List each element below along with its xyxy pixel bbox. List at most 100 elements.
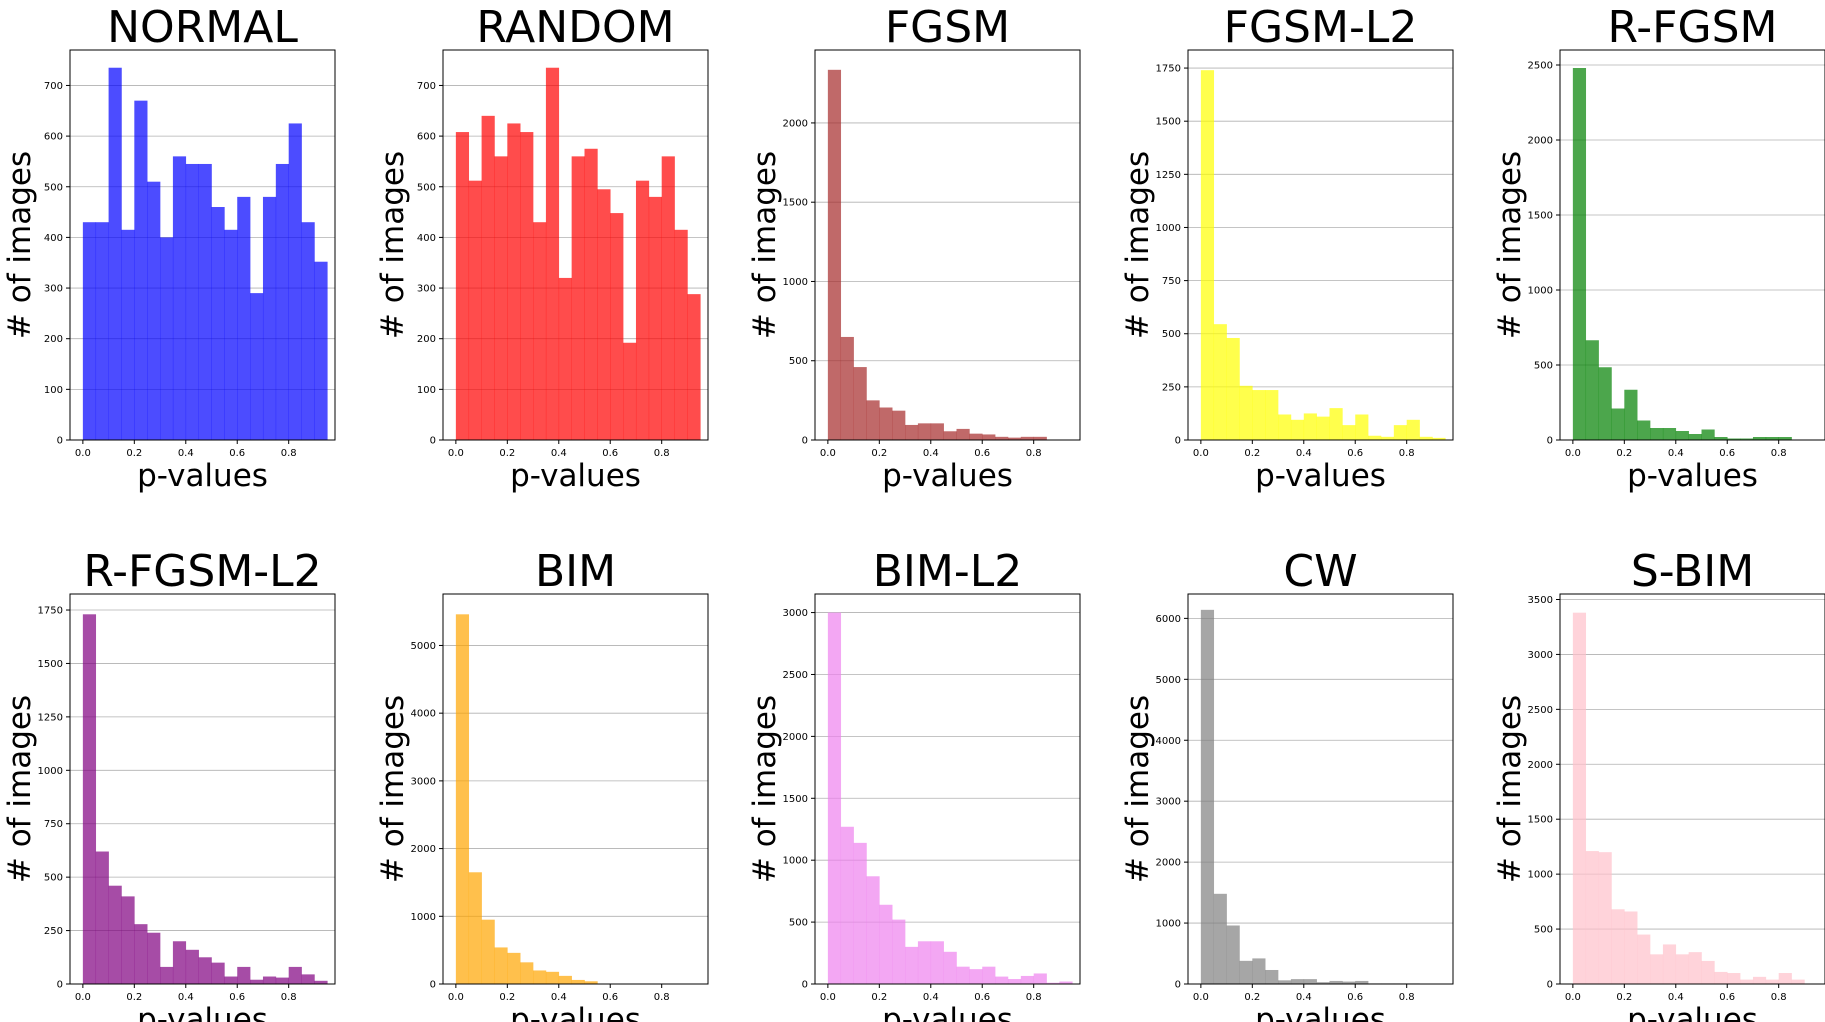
y-tick-label: 500 bbox=[44, 873, 63, 884]
histogram-bar bbox=[1303, 979, 1317, 984]
histogram-bar bbox=[905, 424, 919, 440]
x-axis-label: p-values bbox=[1255, 458, 1386, 494]
x-tick-label: 0.4 bbox=[551, 992, 567, 1003]
y-tick-label: 1500 bbox=[38, 659, 63, 670]
x-tick-label: 0.8 bbox=[1771, 992, 1787, 1003]
histogram-bar bbox=[1637, 420, 1651, 440]
histogram-panel-4: 0 250 500 750 1000 1250 1500 1750 0.0 0.2 0.4 0.6 0.… bbox=[1120, 2, 1454, 494]
y-axis-label: # of images bbox=[1492, 151, 1528, 339]
y-tick-label: 2500 bbox=[783, 670, 808, 681]
y-tick-label: 2000 bbox=[1528, 136, 1553, 147]
y-tick-label: 3000 bbox=[411, 776, 436, 787]
y-tick-label: 500 bbox=[1534, 361, 1553, 372]
y-tick-label: 2000 bbox=[411, 844, 436, 855]
y-tick-label: 0 bbox=[1175, 980, 1181, 991]
y-axis-label: # of images bbox=[375, 695, 411, 883]
histogram-bar bbox=[160, 237, 174, 440]
histogram-bar bbox=[956, 966, 970, 984]
x-tick-label: 0.4 bbox=[1668, 992, 1684, 1003]
y-tick-label: 750 bbox=[1162, 276, 1181, 287]
y-tick-label: 1000 bbox=[1528, 286, 1553, 297]
y-tick-label: 4000 bbox=[411, 709, 436, 720]
y-tick-label: 500 bbox=[44, 182, 63, 193]
histogram-bar bbox=[1675, 954, 1689, 984]
histogram-bar bbox=[121, 229, 135, 440]
x-tick-label: 0.6 bbox=[974, 448, 990, 459]
histogram-bar bbox=[533, 970, 547, 984]
histogram-bar bbox=[545, 971, 560, 984]
histogram-bar bbox=[1598, 852, 1612, 984]
histogram-bar bbox=[1727, 438, 1741, 440]
histogram-bar bbox=[969, 969, 983, 984]
histogram-bar bbox=[185, 163, 199, 440]
histogram-bar bbox=[866, 876, 880, 984]
y-tick-label: 750 bbox=[44, 819, 63, 830]
plot-frame bbox=[1187, 49, 1454, 441]
histogram-bar bbox=[1432, 437, 1446, 440]
histogram-bar bbox=[1252, 958, 1266, 984]
x-tick-label: 0.0 bbox=[1565, 992, 1581, 1003]
y-axis-label: # of images bbox=[1120, 151, 1156, 339]
x-tick-label: 0.6 bbox=[1347, 992, 1363, 1003]
histogram-bar bbox=[1200, 609, 1215, 984]
x-axis-label: p-values bbox=[510, 1002, 641, 1022]
histogram-bar bbox=[1688, 434, 1702, 440]
x-tick-label: 0.0 bbox=[820, 992, 836, 1003]
y-tick-label: 1500 bbox=[1528, 211, 1553, 222]
y-tick-label: 2000 bbox=[783, 118, 808, 129]
x-tick-label: 0.4 bbox=[1296, 992, 1312, 1003]
x-tick-label: 0.0 bbox=[448, 992, 464, 1003]
y-tick-label: 4000 bbox=[1156, 736, 1181, 747]
histogram-bar bbox=[82, 614, 97, 984]
histogram-bar bbox=[879, 407, 893, 440]
histogram-bar bbox=[134, 100, 148, 440]
panel-title: BIM-L2 bbox=[873, 546, 1023, 597]
x-tick-label: 0.2 bbox=[499, 448, 515, 459]
histogram-bar bbox=[1226, 925, 1240, 984]
histogram-bar bbox=[917, 423, 932, 440]
y-tick-label: 1750 bbox=[38, 606, 63, 617]
histogram-panel-5: 0 500 1000 1500 2000 2500 0.0 0.2 0.4 0.6 0.8 R-FGS… bbox=[1492, 2, 1825, 494]
histogram-bar bbox=[211, 962, 225, 984]
y-axis-label: # of images bbox=[2, 695, 38, 883]
histogram-bar bbox=[1303, 413, 1317, 440]
histogram-bar bbox=[262, 196, 277, 440]
histogram-bar bbox=[507, 952, 521, 984]
histogram-bar bbox=[1752, 976, 1767, 984]
histogram-bar bbox=[661, 156, 675, 440]
x-tick-label: 0.4 bbox=[178, 448, 194, 459]
histogram-bar bbox=[1033, 436, 1047, 440]
histogram-bar bbox=[943, 951, 957, 984]
x-tick-label: 0.4 bbox=[178, 992, 194, 1003]
x-tick-label: 0.2 bbox=[1244, 448, 1260, 459]
histogram-bar bbox=[558, 975, 572, 984]
x-tick-label: 0.6 bbox=[229, 992, 245, 1003]
x-axis-label: p-values bbox=[882, 1002, 1013, 1022]
histogram-bar bbox=[1355, 980, 1369, 984]
y-tick-label: 400 bbox=[417, 233, 436, 244]
histogram-bar bbox=[1752, 437, 1767, 440]
x-axis-label: p-values bbox=[137, 1002, 268, 1022]
histogram-bar bbox=[1598, 367, 1612, 440]
histogram-bar bbox=[1265, 390, 1279, 440]
histogram-bar bbox=[1727, 973, 1741, 984]
x-axis-label: p-values bbox=[137, 458, 268, 494]
y-axis-label: # of images bbox=[2, 151, 38, 339]
x-tick-label: 0.6 bbox=[602, 448, 618, 459]
histogram-bar bbox=[1675, 431, 1689, 440]
x-tick-label: 0.6 bbox=[1719, 992, 1735, 1003]
histogram-bar bbox=[917, 941, 932, 984]
histogram-bar bbox=[1020, 975, 1034, 984]
y-tick-label: 3000 bbox=[1528, 650, 1553, 661]
histogram-bar bbox=[892, 919, 906, 984]
y-tick-label: 1750 bbox=[1156, 64, 1181, 75]
y-axis-label: # of images bbox=[1120, 695, 1156, 883]
histogram-bar bbox=[1740, 979, 1754, 984]
y-tick-label: 600 bbox=[417, 132, 436, 143]
histogram-bar bbox=[1765, 979, 1779, 984]
y-tick-label: 3000 bbox=[783, 608, 808, 619]
panel-title: R-FGSM bbox=[1608, 2, 1778, 53]
histogram-bar bbox=[571, 979, 585, 984]
histogram-bar bbox=[930, 423, 944, 440]
